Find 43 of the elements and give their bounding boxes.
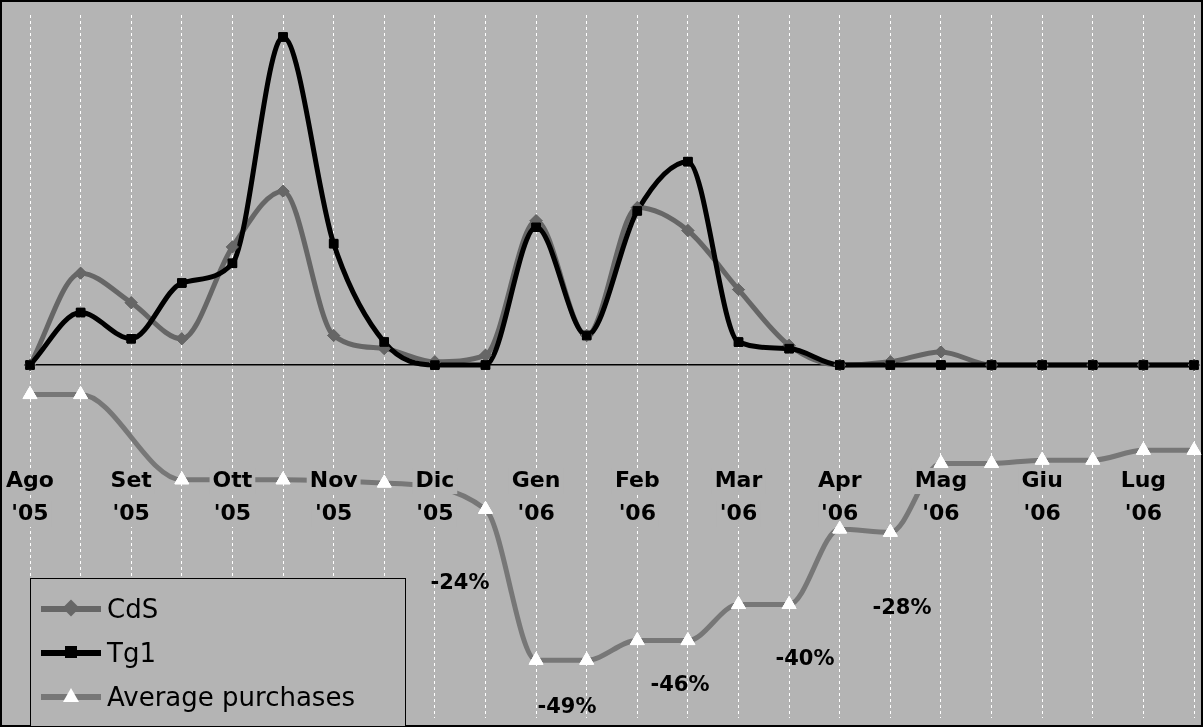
legend-label: CdS xyxy=(107,594,159,624)
point xyxy=(126,334,136,344)
point xyxy=(430,360,440,370)
x-tick-label: Ago '05 xyxy=(6,466,54,525)
x-tick-label: Feb '06 xyxy=(614,466,660,525)
point xyxy=(478,348,492,362)
x-tick-label: Gen '06 xyxy=(511,466,561,525)
x-tick-label: Mag '06 xyxy=(914,466,968,525)
point xyxy=(733,337,744,347)
point xyxy=(732,283,746,297)
point xyxy=(327,329,341,342)
x-tick-label: Lug '06 xyxy=(1120,466,1167,525)
point xyxy=(480,360,491,370)
annotation: -28% xyxy=(872,595,932,619)
point xyxy=(75,307,86,318)
legend-label: Tg1 xyxy=(107,638,156,668)
point xyxy=(632,206,643,216)
point xyxy=(885,360,896,370)
point xyxy=(227,258,238,269)
point xyxy=(328,238,339,249)
point xyxy=(681,224,695,238)
annotation: -24% xyxy=(430,570,490,594)
point xyxy=(379,337,389,347)
x-tick-label: Dic '05 xyxy=(415,466,455,525)
x-tick-label: Ott '05 xyxy=(212,466,253,525)
x-tick-label: Giu '06 xyxy=(1021,466,1063,525)
x-tick-label: Mar '06 xyxy=(714,466,763,525)
x-tick-label: Apr '06 xyxy=(817,466,862,525)
point xyxy=(683,156,693,167)
x-tick-label: Set '05 xyxy=(110,466,153,525)
point xyxy=(124,296,138,310)
point xyxy=(225,240,239,254)
annotation: -40% xyxy=(775,646,835,670)
text: -46% xyxy=(650,672,710,696)
point xyxy=(177,278,187,288)
point xyxy=(278,32,288,42)
point xyxy=(936,360,946,370)
text: -49% xyxy=(537,694,597,718)
point xyxy=(276,184,290,198)
legend-label: Average purchases xyxy=(107,682,355,712)
x-tick-label: Nov '05 xyxy=(309,466,359,525)
point xyxy=(74,266,88,280)
point xyxy=(784,343,794,354)
